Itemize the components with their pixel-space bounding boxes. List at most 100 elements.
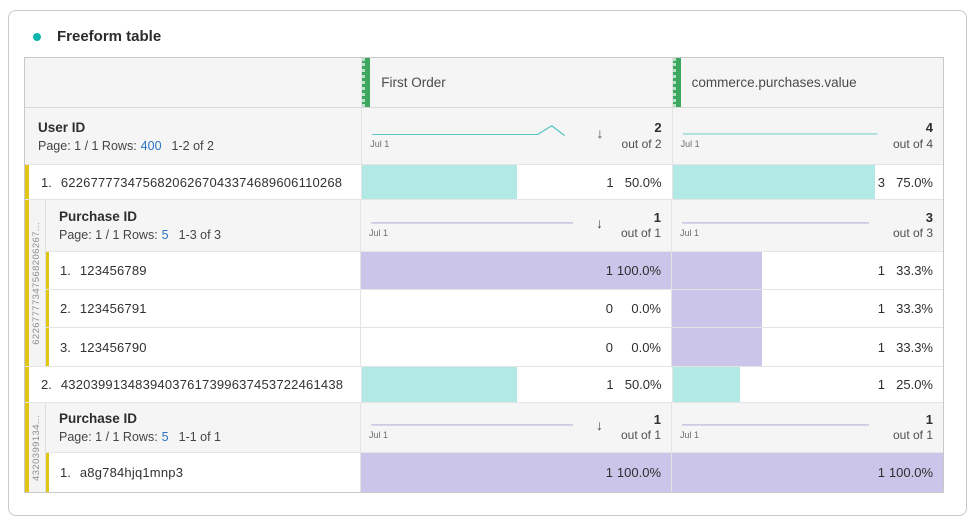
sort-descending-icon[interactable]: ↓ — [596, 125, 604, 141]
value-bar — [672, 367, 741, 402]
table-row-user-1[interactable]: 1. 6226777734756820626704337468960611026… — [25, 165, 943, 200]
table-row-user-2[interactable]: 2. 4320399134839403761739963745372246143… — [25, 367, 943, 403]
breakdown-accent — [25, 200, 29, 366]
metric-cell-first-order[interactable]: 1 50.0% — [362, 165, 673, 199]
metric-cell-commerce[interactable]: 3 75.0% — [672, 165, 943, 199]
value-bar — [672, 290, 763, 327]
column-label: First Order — [381, 75, 446, 90]
breakdown-parent-strip: 62267777347568206267... — [28, 200, 46, 366]
sparkline: Jul 1 — [369, 213, 594, 238]
metric-cell-commerce[interactable]: 1 100.0% — [672, 453, 943, 492]
user-id-header-row: User ID Page: 1 / 1 Rows: 400 1-2 of 2 Jul… — [25, 108, 943, 165]
breakdown-section-1: 62267777347568206267... Purchase ID Page… — [25, 200, 943, 367]
drag-handle-icon[interactable] — [362, 58, 371, 107]
sparkline-flat-icon — [371, 424, 573, 426]
table-row-purchase-1[interactable]: 1. a8g784hjq1mnp3 1 100.0% 1 100.0% — [46, 453, 943, 492]
pagination-range: 1-3 of 3 — [178, 228, 222, 242]
dimension-title: Purchase ID — [59, 411, 138, 426]
sparkline-flat-icon — [682, 222, 869, 224]
sparkline-axis-label: Jul 1 — [369, 228, 389, 238]
sparkline: Jul 1 — [681, 124, 889, 149]
column-label: commerce.purchases.value — [691, 75, 857, 90]
sparkline-axis-label: Jul 1 — [680, 138, 700, 149]
metric-cell-first-order[interactable]: 1 100.0% — [361, 453, 672, 492]
panel-header: Freeform table — [9, 11, 966, 57]
commerce-summary-cell[interactable]: Jul 1 4 out of 4 — [672, 108, 943, 164]
row-label-cell[interactable]: 1. 123456789 — [46, 252, 361, 289]
pagination-prefix: Page: 1 / 1 Rows: — [38, 138, 137, 153]
sparkline-axis-label: Jul 1 — [370, 138, 390, 149]
breakdown-body: Purchase ID Page: 1 / 1 Rows: 5 1-1 of 1 J… — [46, 403, 943, 492]
dimension-column-header-empty — [25, 58, 363, 107]
row-label-cell[interactable]: 1. 6226777734756820626704337468960611026… — [25, 165, 363, 199]
row-label-cell[interactable]: 1. a8g784hjq1mnp3 — [46, 453, 361, 492]
breakdown-body: Purchase ID Page: 1 / 1 Rows: 5 1-3 of 3 J… — [46, 200, 943, 366]
purchase-id-dimension-cell: Purchase ID Page: 1 / 1 Rows: 5 1-1 of 1 — [46, 403, 361, 452]
sort-descending-icon[interactable]: ↓ — [595, 214, 603, 231]
table-row-purchase-3[interactable]: 3. 123456790 0 0.0% 1 33.3% — [46, 328, 943, 366]
row-label-cell[interactable]: 2. 123456791 — [46, 290, 361, 327]
sparkline-axis-label: Jul 1 — [369, 430, 389, 440]
metric-cell-commerce[interactable]: 1 33.3% — [672, 252, 943, 289]
sparkline: Jul 1 — [680, 415, 889, 440]
value-bar — [362, 165, 517, 199]
first-order-summary-cell[interactable]: Jul 1 ↓ 2 out of 2 — [362, 108, 673, 164]
column-header-first-order[interactable]: First Order — [362, 58, 673, 107]
purchase-id-dimension-cell: Purchase ID Page: 1 / 1 Rows: 5 1-3 of 3 — [46, 200, 361, 251]
value-bar — [672, 453, 943, 492]
panel-bullet-icon — [33, 32, 41, 41]
row-id: 62267777347568206267043374689606110268 — [60, 174, 343, 190]
pagination-prefix: Page: 1 / 1 Rows: — [59, 430, 158, 444]
metric-cell-first-order[interactable]: 0 0.0% — [361, 290, 672, 327]
value-bar — [672, 328, 763, 366]
sort-descending-icon[interactable]: ↓ — [595, 416, 603, 433]
row-number: 1. — [41, 174, 52, 190]
sparkline-flat-icon — [682, 424, 869, 426]
first-order-summary-cell[interactable]: Jul 1 ↓ 1 out of 1 — [361, 403, 672, 452]
column-total: 1 out of 1 — [892, 411, 933, 443]
value-bar — [361, 252, 671, 289]
metric-cell-commerce[interactable]: 1 25.0% — [672, 367, 943, 402]
rows-per-page-link[interactable]: 5 — [161, 228, 169, 242]
dimension-title: Purchase ID — [59, 209, 138, 224]
metric-cell-first-order[interactable]: 1 100.0% — [361, 252, 672, 289]
metric-cell-commerce[interactable]: 1 33.3% — [672, 290, 943, 327]
sparkline-axis-label: Jul 1 — [680, 228, 700, 238]
table-row-purchase-1[interactable]: 1. 123456789 1 100.0% 1 33.3% — [46, 252, 943, 290]
row-label-cell[interactable]: 2. 4320399134839403761739963745372246143… — [25, 367, 363, 402]
sparkline-axis-label: Jul 1 — [680, 430, 700, 440]
value-bar — [362, 367, 517, 402]
rows-per-page-link[interactable]: 400 — [140, 138, 162, 153]
drag-handle-icon[interactable] — [672, 58, 681, 107]
freeform-table: First Order commerce.purchases.value Use… — [24, 57, 944, 493]
rows-per-page-link[interactable]: 5 — [161, 430, 169, 444]
breakdown-parent-label: 4320399134... — [31, 414, 43, 481]
column-total: 2 out of 2 — [621, 120, 662, 151]
pagination: Page: 1 / 1 Rows: 400 1-2 of 2 — [38, 139, 361, 153]
user-id-dimension-cell: User ID Page: 1 / 1 Rows: 400 1-2 of 2 — [25, 108, 363, 164]
value-bar — [672, 252, 763, 289]
column-total: 1 out of 1 — [620, 209, 661, 241]
sparkline: Jul 1 — [680, 213, 889, 238]
row-label-cell[interactable]: 3. 123456790 — [46, 328, 361, 366]
pagination: Page: 1 / 1 Rows: 5 1-3 of 3 — [59, 228, 360, 242]
breakdown-section-2: 4320399134... Purchase ID Page: 1 / 1 Ro… — [25, 403, 943, 492]
first-order-summary-cell[interactable]: Jul 1 ↓ 1 out of 1 — [361, 200, 672, 251]
metric-cell-first-order[interactable]: 0 0.0% — [361, 328, 672, 366]
freeform-table-panel: Freeform table First Order commerce.purc… — [8, 10, 967, 516]
metric-cell-first-order[interactable]: 1 50.0% — [362, 367, 673, 402]
purchase-id-header-row: Purchase ID Page: 1 / 1 Rows: 5 1-3 of 3 J… — [46, 200, 943, 252]
row-number: 2. — [41, 377, 52, 392]
commerce-summary-cell[interactable]: Jul 1 1 out of 1 — [672, 403, 943, 452]
sparkline-flat-icon — [682, 132, 877, 134]
column-header-commerce-purchases-value[interactable]: commerce.purchases.value — [672, 58, 943, 107]
sparkline-peak-icon — [372, 124, 566, 136]
sparkline: Jul 1 — [369, 415, 594, 440]
value-bar — [672, 165, 876, 199]
column-total: 1 out of 1 — [620, 411, 661, 443]
metric-cell-commerce[interactable]: 1 33.3% — [672, 328, 943, 366]
row-id: 43203991348394037617399637453722461438 — [60, 377, 344, 392]
breakdown-accent — [25, 403, 29, 492]
table-row-purchase-2[interactable]: 2. 123456791 0 0.0% 1 33.3% — [46, 290, 943, 328]
commerce-summary-cell[interactable]: Jul 1 3 out of 3 — [672, 200, 943, 251]
